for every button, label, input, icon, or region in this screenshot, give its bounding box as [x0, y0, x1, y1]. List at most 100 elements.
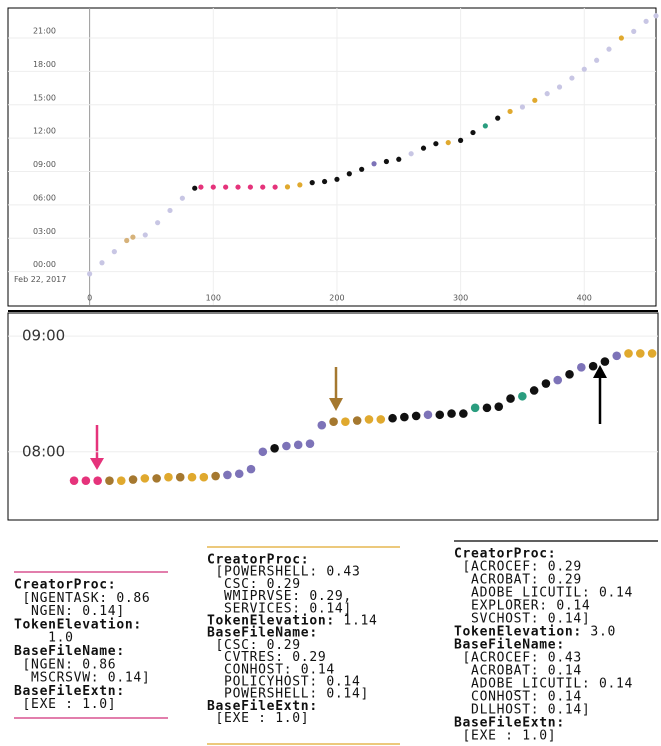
- point: [272, 184, 278, 190]
- y-tick-label: 03:00: [33, 227, 56, 236]
- point: [376, 415, 386, 424]
- point: [495, 115, 501, 121]
- y-tick-label: 15:00: [33, 93, 56, 102]
- field-value: SERVICES: 0.14]: [207, 601, 352, 616]
- point: [346, 171, 352, 177]
- point: [519, 104, 526, 110]
- y-tick-label: 18:00: [33, 60, 56, 69]
- point: [199, 472, 209, 482]
- point: [529, 386, 539, 395]
- field-name: BaseFileName:: [14, 644, 125, 659]
- field-value: [POWERSHELL: 0.43: [207, 565, 360, 580]
- point: [631, 28, 637, 34]
- point: [99, 260, 105, 266]
- field-value: 3.0: [582, 625, 616, 640]
- point: [364, 415, 374, 424]
- field-name: TokenElevation:: [14, 617, 142, 632]
- field-name: BaseFileName:: [454, 638, 565, 653]
- point: [459, 409, 468, 418]
- point: [329, 417, 338, 427]
- point: [187, 472, 197, 482]
- y-tick-label: 00:00: [33, 260, 56, 269]
- point: [600, 357, 610, 366]
- point: [175, 472, 185, 482]
- field-value: [EXE : 1.0]: [14, 697, 116, 712]
- field-value: [EXE : 1.0]: [454, 729, 556, 744]
- point: [111, 249, 117, 255]
- point: [400, 412, 409, 422]
- point: [588, 361, 598, 371]
- point: [282, 441, 291, 451]
- field-name: BaseFileExtn:: [454, 716, 565, 731]
- point: [247, 184, 253, 190]
- point: [643, 18, 649, 24]
- point: [494, 402, 504, 411]
- point: [192, 185, 198, 191]
- point: [223, 184, 229, 190]
- chart: 0 100 200 300 400 00:00 03:00 06:00 09:00 12:00 15…: [8, 8, 659, 305]
- point: [116, 476, 126, 485]
- point: [293, 440, 303, 450]
- point: [105, 476, 114, 485]
- point: [198, 184, 204, 190]
- point: [581, 66, 587, 72]
- field-value: ACROBAT: 0.29: [454, 573, 582, 588]
- point: [569, 75, 575, 81]
- field-value: CVTRES: 0.29: [207, 650, 326, 665]
- point: [445, 139, 451, 146]
- point: [594, 57, 600, 63]
- point: [297, 182, 303, 188]
- field-name: CreatorProc:: [454, 547, 556, 562]
- field-value: ACROBAT: 0.14: [454, 664, 582, 679]
- field-value: EXPLORER: 0.14: [454, 599, 590, 614]
- point: [653, 13, 659, 19]
- field-name: CreatorProc:: [14, 578, 116, 593]
- field-name: BaseFileName:: [207, 626, 318, 641]
- point: [93, 476, 102, 485]
- y-tick-label: 08:00: [22, 442, 65, 460]
- point: [81, 476, 91, 485]
- point: [624, 349, 633, 358]
- field-value: POWERSHELL: 0.14]: [207, 687, 369, 702]
- point: [518, 391, 527, 401]
- field-value: ADOBE_LICUTIL: 0.14: [454, 586, 633, 601]
- field-value: 1.0: [14, 631, 74, 646]
- field-value: [NGENTASK: 0.86: [14, 591, 150, 606]
- point: [155, 220, 161, 226]
- point: [606, 46, 612, 52]
- point: [124, 237, 130, 244]
- field-value: [ACROCEF: 0.29: [454, 560, 582, 575]
- point: [544, 91, 550, 97]
- point: [482, 123, 488, 129]
- point: [435, 410, 445, 420]
- point: [612, 351, 622, 361]
- point: [179, 195, 185, 201]
- chart: 08:00 09:00: [8, 327, 658, 485]
- point: [507, 108, 513, 115]
- point: [211, 471, 220, 481]
- point: [341, 417, 350, 427]
- point: [321, 178, 328, 185]
- point: [235, 184, 241, 190]
- arrow-head: [593, 365, 607, 378]
- point: [458, 137, 464, 143]
- point: [234, 469, 244, 479]
- field-value: WMIPRVSE: 0.29,: [207, 589, 352, 604]
- point: [260, 184, 266, 190]
- field-name: TokenElevation:: [454, 625, 582, 640]
- field-value: CONHOST: 0.14: [207, 662, 335, 677]
- field-name: TokenElevation:: [207, 614, 335, 629]
- point: [388, 413, 397, 423]
- point: [383, 158, 390, 165]
- point: [423, 410, 433, 420]
- point: [317, 420, 327, 430]
- point: [371, 161, 377, 167]
- point: [577, 363, 586, 372]
- point: [482, 403, 492, 413]
- point: [167, 207, 173, 214]
- point: [69, 476, 79, 485]
- y-tick-label: 09:00: [33, 160, 56, 169]
- field-name: BaseFileExtn:: [207, 699, 318, 714]
- point: [420, 145, 427, 151]
